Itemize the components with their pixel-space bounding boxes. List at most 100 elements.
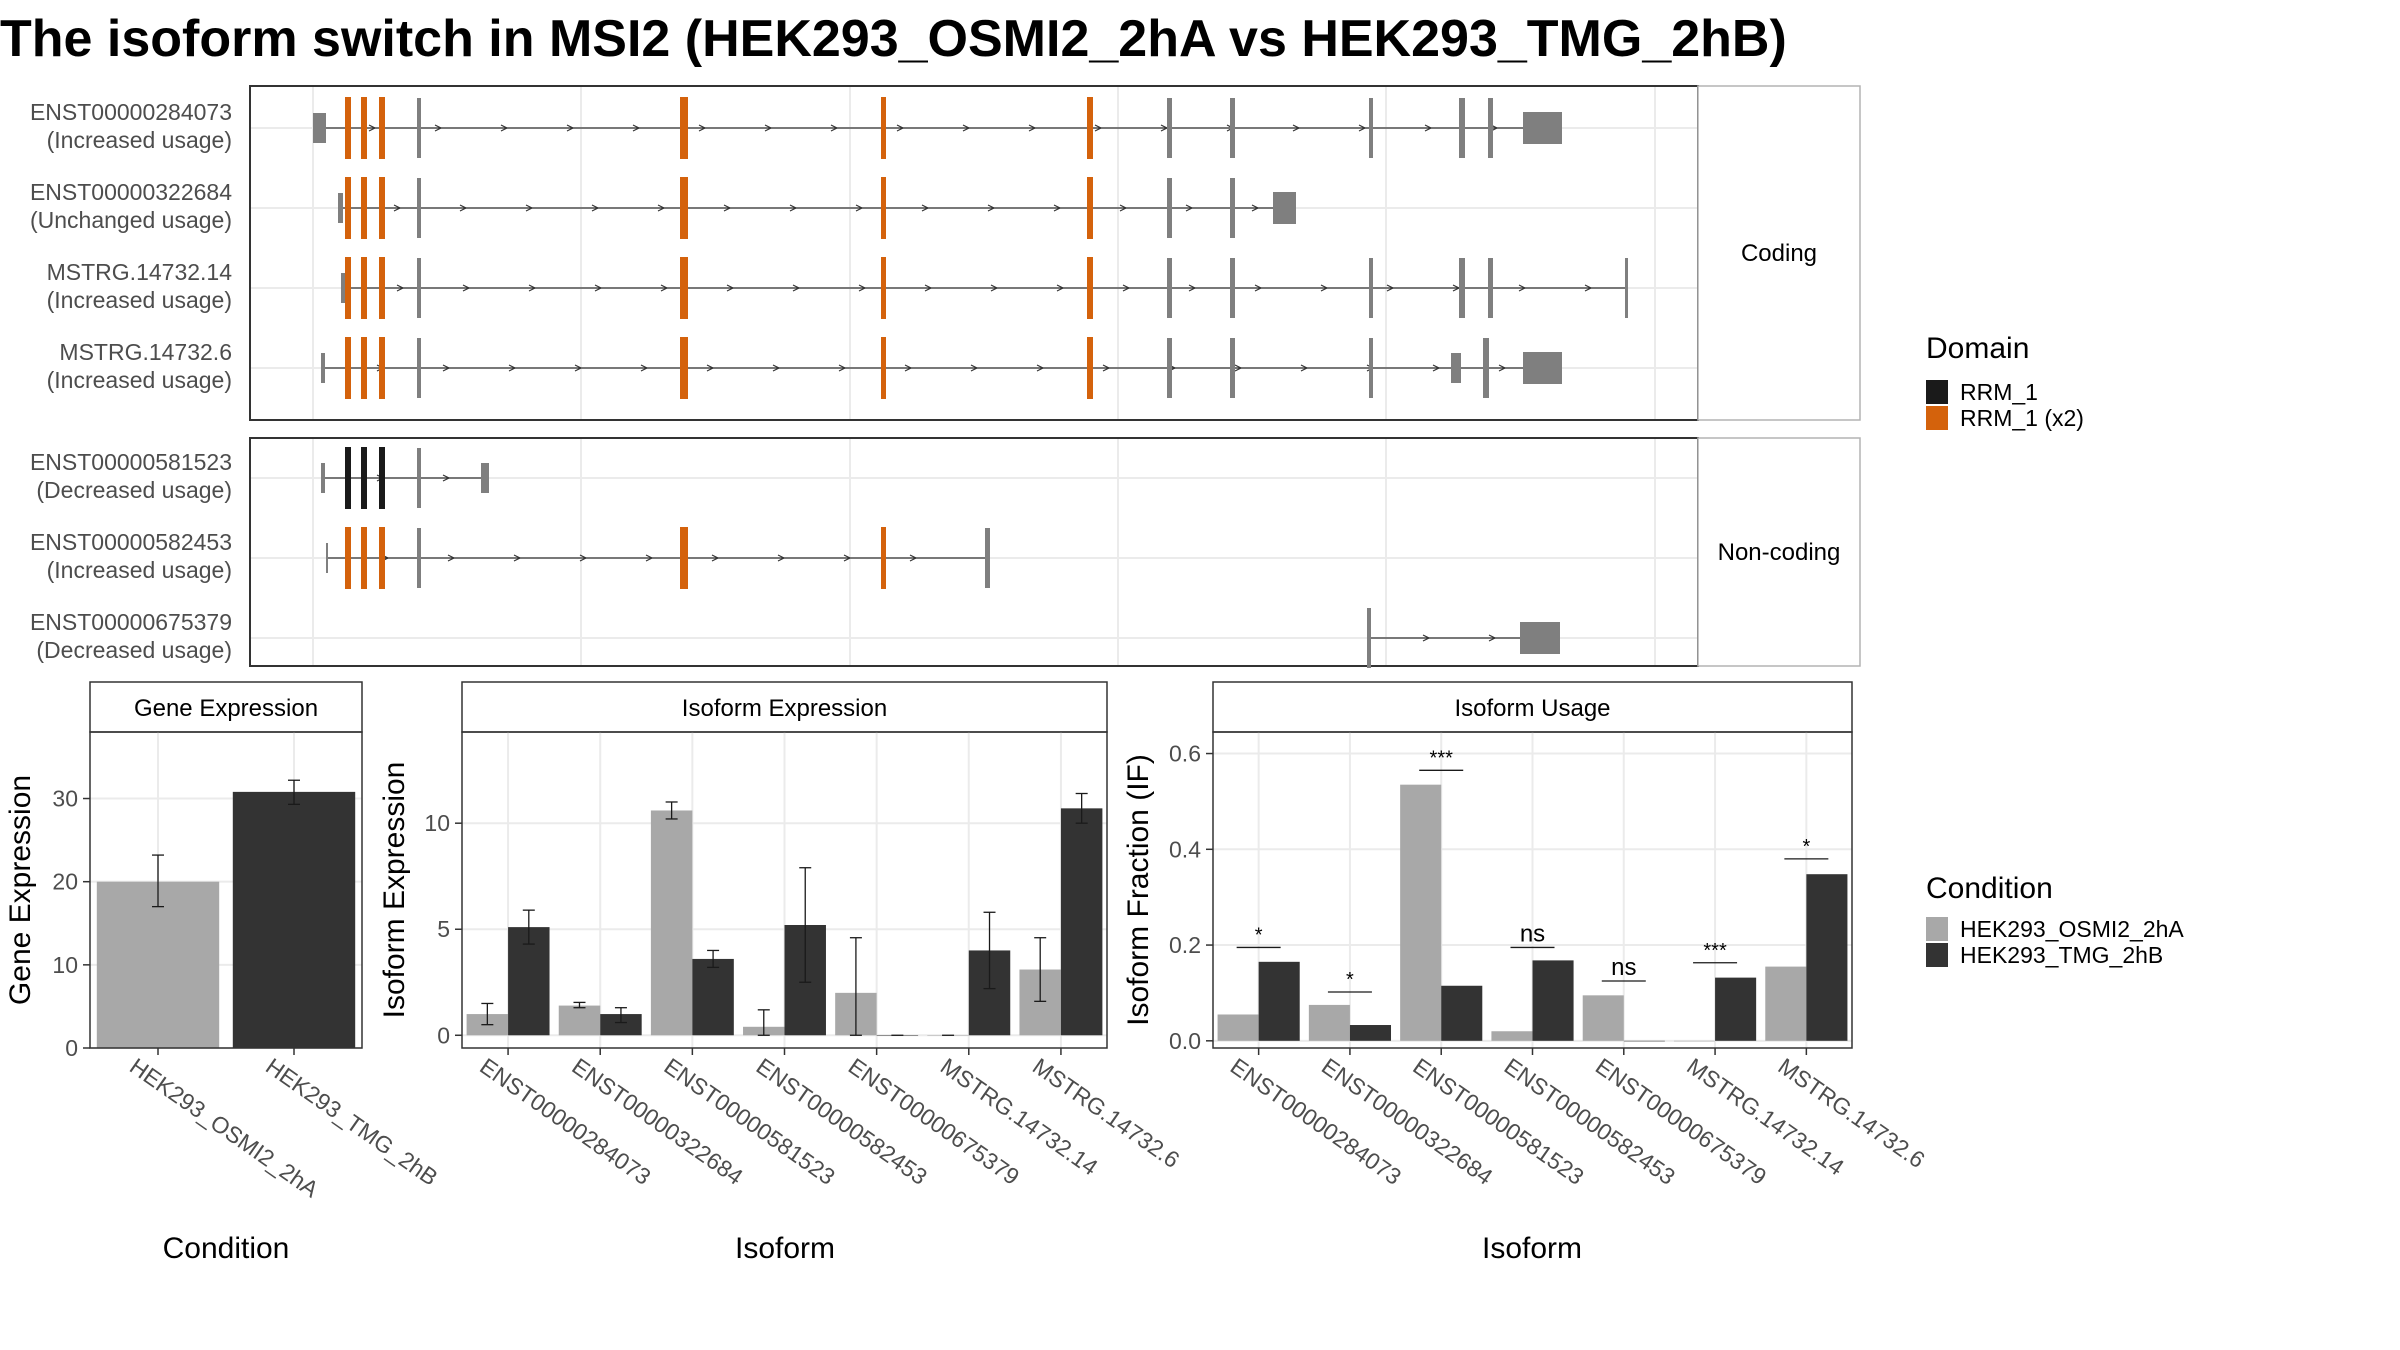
bar <box>692 958 734 1036</box>
exon <box>1367 608 1371 668</box>
domain-exon <box>345 97 351 159</box>
y-axis-label: Isoform Fraction (IF) <box>1122 754 1155 1026</box>
transcript-row: MSTRG.14732.6(Increased usage) <box>47 337 1562 399</box>
figure-title: The isoform switch in MSI2 (HEK293_OSMI2… <box>0 10 1787 68</box>
direction-arrow <box>1386 284 1395 292</box>
bar <box>1308 1004 1350 1041</box>
bar <box>1532 960 1574 1041</box>
exon <box>1167 338 1172 398</box>
direction-arrow <box>855 204 864 212</box>
bar <box>1060 808 1103 1036</box>
y-tick-label: 20 <box>52 869 78 895</box>
domain-exon <box>680 177 688 239</box>
direction-arrow <box>1053 204 1062 212</box>
facet-label: Non-coding <box>1718 539 1841 566</box>
domain-exon <box>881 177 886 239</box>
bar <box>1441 985 1483 1041</box>
transcript-usage: (Increased usage) <box>47 287 232 313</box>
domain-exon <box>361 447 367 509</box>
x-tick-label: ENST00000675379 <box>1591 1053 1771 1190</box>
chart-strip <box>1212 681 1853 733</box>
direction-arrow <box>789 204 798 212</box>
direction-arrow <box>442 364 451 372</box>
domain-exon <box>680 257 688 319</box>
direction-arrow <box>909 554 918 562</box>
bar <box>1400 784 1442 1041</box>
y-tick-label: 0.2 <box>1169 932 1201 958</box>
domain-exon <box>1087 97 1093 159</box>
domain-exon <box>345 447 351 509</box>
facet-strip <box>1697 437 1861 667</box>
direction-arrow <box>1036 364 1045 372</box>
direction-arrow <box>698 124 707 132</box>
bar <box>1673 1040 1716 1042</box>
exon <box>321 463 325 493</box>
direction-arrow <box>393 204 402 212</box>
direction-arrow <box>706 364 715 372</box>
transcript-id: ENST00000581523 <box>30 449 232 475</box>
significance-label: ns <box>1611 954 1636 981</box>
bar <box>650 810 693 1036</box>
transcript-row: MSTRG.14732.14(Increased usage) <box>47 257 1628 319</box>
exon <box>313 113 326 143</box>
legend-swatch <box>1926 380 1948 404</box>
x-tick-label: MSTRG.14732.14 <box>1682 1053 1849 1181</box>
direction-arrow <box>838 364 847 372</box>
direction-arrow <box>970 364 979 372</box>
exon <box>1230 338 1235 398</box>
direction-arrow <box>764 124 773 132</box>
x-tick-label: MSTRG.14732.6 <box>1028 1053 1184 1173</box>
y-tick-label: 0.0 <box>1169 1028 1201 1054</box>
x-tick-label: ENST00000581523 <box>659 1053 839 1190</box>
direction-arrow <box>711 554 720 562</box>
domain-exon <box>881 337 886 399</box>
direction-arrow <box>566 124 575 132</box>
x-tick-label: ENST00000322684 <box>1317 1053 1498 1190</box>
significance-label: *** <box>1703 940 1727 962</box>
x-axis-label: Isoform <box>735 1232 835 1265</box>
expression-charts: Gene ExpressionHEK293_OSMI2_2hAHEK293_TM… <box>4 681 1930 1265</box>
exon <box>326 543 328 573</box>
exon <box>1523 112 1562 144</box>
direction-arrow <box>525 204 534 212</box>
exon <box>481 463 489 493</box>
direction-arrow <box>921 204 930 212</box>
exon <box>1369 258 1373 318</box>
structure-panel-border <box>249 437 1699 667</box>
direction-arrow <box>904 364 913 372</box>
direction-arrow <box>1498 364 1507 372</box>
x-tick-label: ENST00000582453 <box>752 1053 932 1190</box>
y-tick-label: 10 <box>52 952 78 978</box>
significance-label: * <box>1255 924 1263 946</box>
direction-arrow <box>726 284 735 292</box>
direction-arrow <box>1122 284 1131 292</box>
exon <box>1520 622 1560 654</box>
domain-exon <box>379 527 385 589</box>
direction-arrow <box>579 554 588 562</box>
transcript-row: ENST00000322684(Unchanged usage) <box>30 177 1296 239</box>
transcript-id: MSTRG.14732.6 <box>59 339 232 365</box>
domain-exon <box>361 527 367 589</box>
direction-arrow <box>660 284 669 292</box>
transcript-usage: (Unchanged usage) <box>30 207 232 233</box>
significance-label: * <box>1346 969 1354 991</box>
direction-arrow <box>594 284 603 292</box>
x-tick-label: ENST00000284073 <box>475 1053 655 1190</box>
direction-arrow <box>640 364 649 372</box>
bar <box>1582 995 1624 1041</box>
domain-exon <box>1087 177 1093 239</box>
direction-arrow <box>1056 284 1065 292</box>
direction-arrow <box>858 284 867 292</box>
domain-exon <box>345 257 351 319</box>
exon <box>1488 258 1493 318</box>
direction-arrow <box>1028 124 1037 132</box>
direction-arrow <box>1358 124 1367 132</box>
domain-exon <box>1087 257 1093 319</box>
direction-arrow <box>1300 364 1309 372</box>
direction-arrow <box>657 204 666 212</box>
direction-arrow <box>396 284 405 292</box>
direction-arrow <box>462 284 471 292</box>
direction-arrow <box>632 124 641 132</box>
